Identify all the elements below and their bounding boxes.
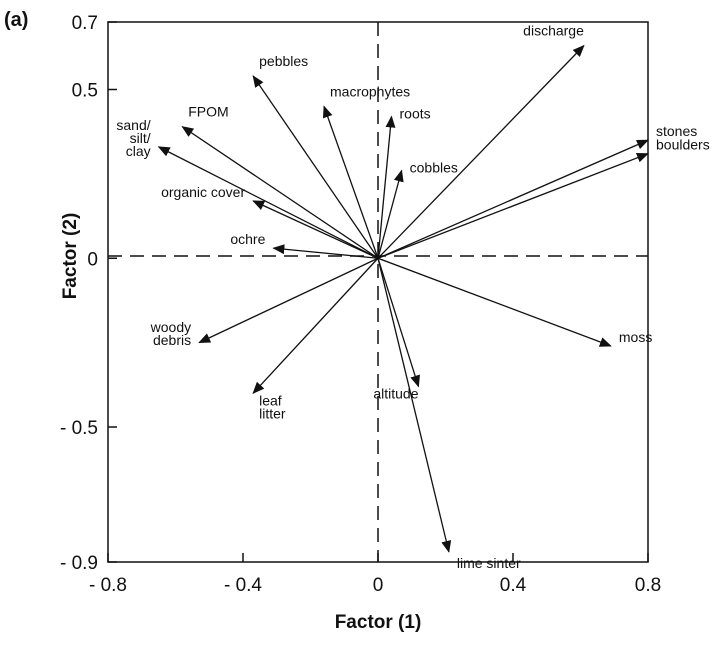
vector-label-line: ochre [230, 231, 265, 247]
x-tick-label: 0 [373, 575, 384, 596]
vector-arrow [272, 244, 379, 259]
vector-label-line: debris [153, 332, 191, 348]
y-tick-label: 0 [87, 249, 98, 270]
vector-arrow [181, 126, 379, 259]
vector-label-line: altitude [373, 386, 418, 402]
vector-label: moss [619, 329, 652, 345]
vector-label-line: moss [619, 329, 652, 345]
vector-label-line: silt/ [130, 130, 151, 146]
x-axis-title: Factor (1) [335, 612, 422, 633]
vector-label-line: FPOM [188, 104, 228, 120]
vector-arrow [377, 257, 612, 347]
vector-label: altitude [373, 386, 418, 402]
y-tick-label: - 0.5 [60, 418, 98, 439]
vector-label-line: stones [656, 123, 697, 139]
vector-arrow [377, 139, 649, 259]
vector-label-line: lime sinter [457, 555, 521, 571]
vector-label: discharge [523, 23, 584, 39]
vector-label: ochre [230, 231, 265, 247]
vector-label: macrophytes [330, 83, 410, 99]
vector-label-line: leaf [259, 392, 282, 408]
vector-label: boulders [656, 137, 710, 153]
vector-label: cobbles [410, 160, 458, 176]
vector-arrow [377, 115, 396, 259]
vector-label: organic cover [161, 184, 245, 200]
vector-label: roots [400, 106, 431, 122]
vector-label-line: macrophytes [330, 83, 410, 99]
vector-label: sand/silt/clay [116, 117, 150, 159]
vector-label: FPOM [188, 104, 228, 120]
vector-label: pebbles [259, 53, 308, 69]
vector-label-line: roots [400, 106, 431, 122]
vector-arrow [377, 258, 420, 388]
vector-arrow [377, 44, 585, 259]
x-tick-label: 0.8 [635, 575, 661, 596]
vector-label-line: discharge [523, 23, 584, 39]
x-tick-label: - 0.4 [224, 575, 262, 596]
vector-label-line: litter [259, 405, 286, 421]
vector-arrow [252, 257, 379, 394]
y-tick-label: - 0.9 [60, 553, 98, 574]
vector-arrow [377, 152, 649, 259]
vector-arrow [252, 75, 379, 259]
y-tick-label: 0.5 [72, 81, 98, 102]
vector-arrow [322, 105, 379, 259]
tick-group: - 0.8 - 0.4 0 0.4 0.8 0.7 0.5 0 - 0.5 - 0.9 [60, 13, 661, 596]
vector-label-line: cobbles [410, 160, 458, 176]
y-axis-title: Factor (2) [60, 213, 81, 300]
vector-arrow [157, 146, 379, 259]
vector-arrow [377, 169, 404, 259]
vector-label: leaf litter [259, 392, 286, 421]
vector-label-line: woody [150, 319, 191, 335]
x-tick-label: - 0.8 [89, 575, 127, 596]
y-tick-label: 0.7 [72, 13, 98, 34]
vector-label-line: pebbles [259, 53, 308, 69]
vector-label-line: organic cover [161, 184, 245, 200]
vector-label-line: clay [126, 143, 151, 159]
x-tick-label: 0.4 [500, 575, 527, 596]
vector-label: lime sinter [457, 555, 521, 571]
vector-arrow [252, 200, 379, 259]
vector-label-line: boulders [656, 137, 710, 153]
vector-arrow [198, 257, 379, 344]
vector-label: woody debris [150, 319, 191, 348]
vector-label-line: sand/ [116, 117, 150, 133]
vector-arrow [377, 258, 452, 553]
vector-label: stones [656, 123, 697, 139]
panel-label: (a) [4, 9, 28, 31]
